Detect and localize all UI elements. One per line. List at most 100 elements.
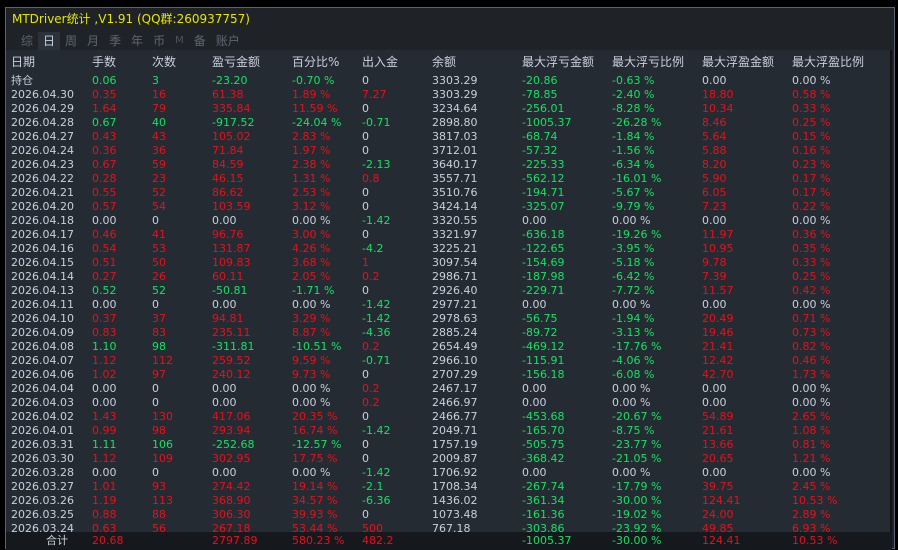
- tab-3[interactable]: 月: [87, 34, 100, 48]
- cell-max-drawdown: -256.01: [522, 102, 565, 115]
- cell-balance: 2467.17: [432, 382, 478, 395]
- cell-max-profit: 54.89: [702, 410, 734, 423]
- cell-max-profit-pct: 0.16 %: [792, 144, 831, 157]
- cell-max-drawdown: -453.68: [522, 410, 565, 423]
- cell-percent: 19.14 %: [292, 480, 338, 493]
- cell-max-drawdown-pct: -5.67 %: [612, 186, 655, 199]
- cell-percent: 4.26 %: [292, 242, 331, 255]
- table-row: 2026.03.27 1.01 93 274.42 19.14 % -2.1 1708.34…: [6, 480, 892, 494]
- cell-max-profit: 10.34: [702, 102, 734, 115]
- tab-4[interactable]: 季: [109, 34, 122, 48]
- stats-table: 日期 手数 次数 盈亏金额 百分比% 出入金 余额 最大浮亏金额 最大浮亏比例 最大浮盈金额 最大浮…: [6, 50, 892, 550]
- cell-date: 2026.04.21: [11, 186, 74, 199]
- cell-percent: 3.68 %: [292, 256, 331, 269]
- cell-pnl: 274.42: [212, 480, 251, 493]
- cell-balance: 2654.49: [432, 340, 478, 353]
- cell-lots: 0.00: [92, 466, 117, 479]
- cell-lots: 0.00: [92, 382, 117, 395]
- cell-deposit: 7.27: [362, 88, 387, 101]
- cell-count: 130: [152, 410, 173, 423]
- table-row: 2026.03.25 0.88 88 306.30 39.93 % 0 1073.48 -16…: [6, 508, 892, 522]
- cell-max-profit-pct: 0.71 %: [792, 312, 831, 325]
- cell-max-drawdown-pct: -17.79 %: [612, 480, 662, 493]
- table-row: 2026.04.21 0.55 52 86.62 2.53 % 0 3510.76 -194.…: [6, 186, 892, 200]
- tab-2[interactable]: 周: [65, 34, 78, 48]
- cell-date: 持仓: [11, 74, 33, 87]
- cell-max-drawdown: -229.71: [522, 284, 565, 297]
- tab-0[interactable]: 综: [21, 34, 34, 48]
- cell-count: 36: [152, 144, 166, 157]
- tab-9[interactable]: 账户: [215, 34, 240, 48]
- cell-max-profit: 11.97: [702, 228, 734, 241]
- window-title: MTDriver统计 ,V1.91 (QQ群:260937757): [12, 12, 250, 26]
- cell-pnl: -23.20: [212, 74, 248, 87]
- cell-max-profit: 0.00: [702, 74, 727, 87]
- cell-date: 2026.04.07: [11, 354, 74, 367]
- cell-balance: 3817.03: [432, 130, 478, 143]
- cell-date: 2026.04.10: [11, 312, 74, 325]
- cell-lots: 0.67: [92, 158, 117, 171]
- table-row: 2026.04.28 0.67 40 -917.52 -24.04 % -0.71 2898…: [6, 116, 892, 130]
- cell-max-profit-pct: 0.00 %: [792, 382, 831, 395]
- cell-percent: -0.70 %: [292, 74, 335, 87]
- cell-balance: 2966.10: [432, 354, 478, 367]
- cell-max-drawdown: -267.74: [522, 480, 565, 493]
- cell-balance: 3557.71: [432, 172, 478, 185]
- cell-deposit: -1.42: [362, 298, 391, 311]
- cell-percent: -10.51 %: [292, 340, 342, 353]
- total-row: 合计 20.68 2797.89 580.23 % 482.2 -1005.37 -30.0…: [6, 532, 892, 550]
- tab-1[interactable]: 日: [38, 32, 61, 50]
- cell-max-profit-pct: 0.36 %: [792, 228, 831, 241]
- table-row: 2026.03.26 1.19 113 368.90 34.57 % -6.36 1436.…: [6, 494, 892, 508]
- cell-percent: 1.97 %: [292, 144, 331, 157]
- cell-max-drawdown-pct: 0.00 %: [612, 382, 651, 395]
- cell-balance: 1073.48: [432, 508, 478, 521]
- cell-lots: 20.68: [92, 534, 124, 547]
- tab-5[interactable]: 年: [131, 34, 144, 48]
- cell-max-profit: 0.00: [702, 382, 727, 395]
- tab-8[interactable]: 备: [193, 34, 206, 48]
- cell-pnl: 302.95: [212, 452, 251, 465]
- cell-max-drawdown-pct: -7.72 %: [612, 284, 655, 297]
- cell-count: 93: [152, 480, 166, 493]
- cell-max-drawdown: -165.70: [522, 424, 565, 437]
- cell-count: 0: [152, 298, 159, 311]
- cell-max-drawdown: -154.69: [522, 256, 565, 269]
- cell-deposit: -1.42: [362, 214, 391, 227]
- cell-date: 2026.03.30: [11, 452, 74, 465]
- cell-max-profit: 5.90: [702, 172, 727, 185]
- cell-max-drawdown-pct: -30.00 %: [612, 534, 662, 547]
- cell-max-profit: 124.41: [702, 534, 741, 547]
- cell-max-drawdown: -115.91: [522, 354, 565, 367]
- cell-date: 2026.04.03: [11, 396, 74, 409]
- table-header: 日期 手数 次数 盈亏金额 百分比% 出入金 余额 最大浮亏金额 最大浮亏比例 最大浮盈金额 最大浮…: [6, 54, 892, 70]
- cell-max-profit: 0.00: [702, 214, 727, 227]
- cell-max-profit: 12.42: [702, 354, 734, 367]
- tab-7[interactable]: M: [175, 35, 184, 46]
- cell-max-profit: 8.46: [702, 116, 727, 129]
- table-row: 2026.04.15 0.51 50 109.83 3.68 % 1 3097.54 -154…: [6, 256, 892, 270]
- cell-pnl: -311.81: [212, 340, 255, 353]
- cell-deposit: 0: [362, 368, 369, 381]
- cell-count: 0: [152, 214, 159, 227]
- tab-6[interactable]: 币: [153, 34, 166, 48]
- cell-deposit: -1.42: [362, 312, 391, 325]
- cell-max-profit: 21.41: [702, 340, 734, 353]
- cell-count: 112: [152, 354, 173, 367]
- cell-lots: 0.63: [92, 522, 117, 535]
- cell-max-profit-pct: 0.25 %: [792, 270, 831, 283]
- cell-count: 56: [152, 522, 166, 535]
- cell-date: 2026.04.29: [11, 102, 74, 115]
- cell-date: 2026.04.30: [11, 88, 74, 101]
- cell-max-drawdown: -505.75: [522, 438, 565, 451]
- table-row: 2026.04.23 0.67 59 84.59 2.38 % -2.13 3640.17 -…: [6, 158, 892, 172]
- cell-max-profit-pct: 10.53 %: [792, 494, 838, 507]
- table-row: 2026.04.03 0.00 0 0.00 0.00 % 0.2 2466.97 0.00 0…: [6, 396, 892, 410]
- cell-percent: 2.05 %: [292, 270, 331, 283]
- cell-lots: 0.88: [92, 508, 117, 521]
- cell-deposit: -2.1: [362, 480, 384, 493]
- cell-max-profit-pct: 0.33 %: [792, 102, 831, 115]
- cell-max-drawdown-pct: -0.63 %: [612, 74, 655, 87]
- cell-pnl: 0.00: [212, 298, 237, 311]
- cell-date: 2026.03.25: [11, 508, 74, 521]
